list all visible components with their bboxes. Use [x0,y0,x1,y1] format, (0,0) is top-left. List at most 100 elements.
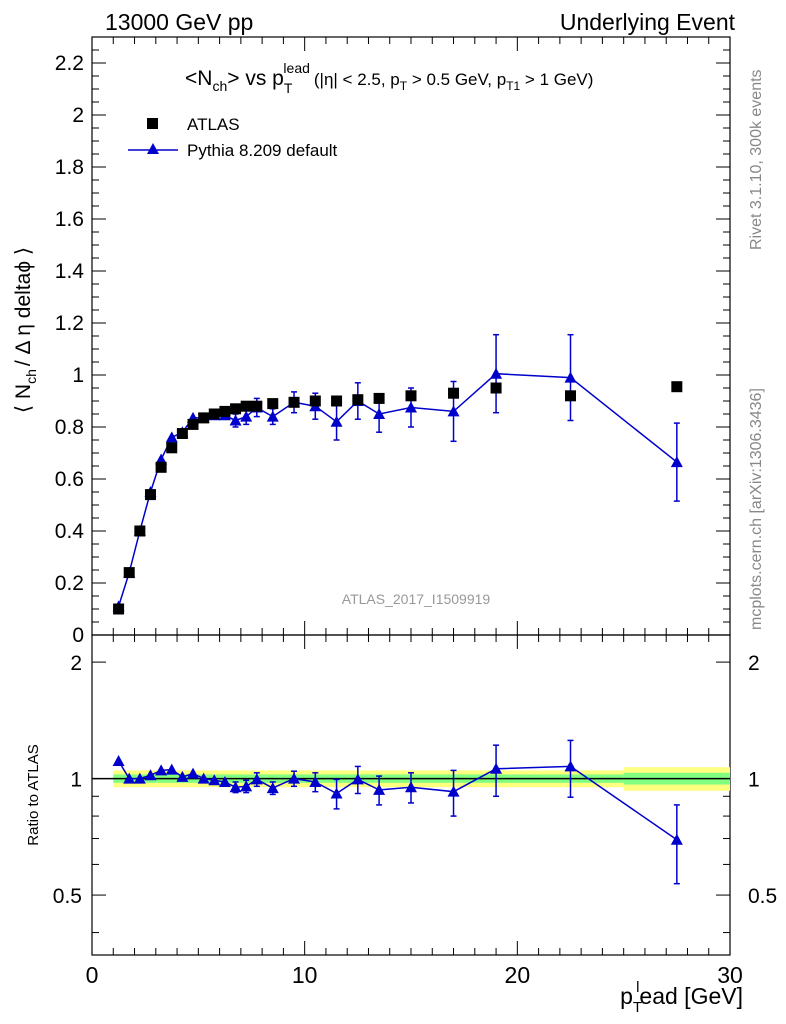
top-x-ticks [91,37,731,635]
pythia-point [165,431,178,443]
atlas-point [166,442,178,454]
xlabel: pTlead [GeV] [620,979,743,1016]
x-tick-label: 20 [505,962,531,988]
atlas-point [405,390,417,402]
top-y-tick-label: 1 [72,364,84,387]
top-y-tick-label: 2 [72,104,84,127]
ratio-y-tick-label: 0.5 [53,885,82,908]
top-y-tick-label: 0 [72,624,84,647]
atlas-point [219,405,231,417]
ratio-point [351,773,364,785]
top-ylabel: ⟨ Nch/ Δ η deltaϕ ⟩ [12,247,39,413]
plot-title: <Nch> vs pTlead(|η| < 2.5, pT > 0.5 GeV,… [185,60,593,96]
series-ratio [112,739,683,885]
atlas-point [448,387,460,399]
pythia-point [670,456,683,468]
rivet-note: Rivet 3.1.10, 300k events [748,69,765,250]
ratio-point [229,781,242,793]
x-tick-label: 30 [717,962,743,988]
atlas-point [490,382,502,394]
ratio-y-tick-label-right: 1 [748,769,760,792]
ratio-point [144,769,157,781]
atlas-point [331,395,343,407]
ratio-point [197,772,210,784]
series-pythia [112,333,683,612]
ratio-y-tick-label: 1 [70,769,82,792]
ratio-point [133,772,146,784]
ratio-point [250,773,263,785]
atlas-point [144,489,156,501]
ratio-point [208,774,221,786]
ratio-point [123,772,136,784]
atlas-point [123,567,135,579]
atlas-point [113,603,125,615]
ratio-point [112,755,125,767]
pythia-line [117,372,678,607]
header-left: 13000 GeV pp [105,9,253,35]
pythia-point [229,414,242,426]
atlas-point [671,381,683,393]
pythia-point [155,453,168,465]
top-y-ticks: 0.2 0.4 0.6 0.8 1 1.2 1.4 1.6 1.8 2 2.2 0 [55,36,730,647]
ratio-y-ticks: 0.5 0.5 1 1 2 2 [53,652,777,934]
ratio-point [240,780,253,792]
atlas-point [240,400,252,412]
ratio-point [218,775,231,787]
atlas-point [134,525,146,537]
top-y-tick-label: 0.6 [55,468,84,491]
ratio-point [176,770,189,782]
ratio-point [490,762,503,774]
top-y-tick-label: 1.4 [55,260,85,283]
atlas-point [198,412,210,424]
watermark: ATLAS_2017_I1509919 [342,591,491,607]
ratio-point [373,783,386,795]
ratio-point [330,787,343,799]
legend-pythia-marker [147,143,159,154]
ratio-point [155,764,168,776]
ratio-point [564,760,577,772]
atlas-point [267,398,279,410]
ratio-point [405,781,417,793]
top-y-tick-label: 0.2 [55,572,84,595]
atlas-point [176,428,188,439]
ratio-point [288,772,301,784]
pythia-point [564,371,577,383]
atlas-point [309,395,321,407]
atlas-point [187,418,199,430]
pythia-point [490,367,503,379]
ratio-point [165,763,178,775]
atlas-point [208,408,220,420]
top-y-tick-label: 0.4 [55,520,85,543]
pythia-point [447,405,460,417]
pythia-point [405,401,417,413]
series-atlas [113,381,683,615]
mcplots-note: mcplots.cern.ch [arXiv:1306.3436] [748,388,765,630]
pythia-point [266,410,279,422]
atlas-point [251,400,263,412]
ratio-point [266,782,279,794]
x-tick-label: 0 [86,962,99,988]
legend-atlas-label: ATLAS [187,115,240,134]
ratio-y-tick-label-right: 2 [748,652,760,675]
pythia-point [240,410,253,422]
ratio-ylabel: Ratio to ATLAS [25,744,42,845]
ratio-y-tick-label-right: 0.5 [748,885,777,908]
ratio-point [187,767,200,779]
ratio-point [309,775,322,787]
atlas-point [155,461,167,473]
ratio-point [670,833,683,845]
atlas-point [288,396,300,408]
x-tick-label: 10 [292,962,318,988]
header-right: Underlying Event [560,9,736,35]
legend-atlas-marker [147,118,158,129]
top-y-tick-label: 0.8 [55,416,84,439]
atlas-point [565,390,576,402]
atlas-point [352,394,364,406]
ratio-x-ticks: 0 10 20 30 [86,635,743,988]
pythia-point [373,408,386,419]
top-y-tick-label: 1.2 [55,312,84,335]
ratio-point [447,785,460,797]
legend-pythia-label: Pythia 8.209 default [187,141,338,160]
pythia-point [330,415,343,427]
